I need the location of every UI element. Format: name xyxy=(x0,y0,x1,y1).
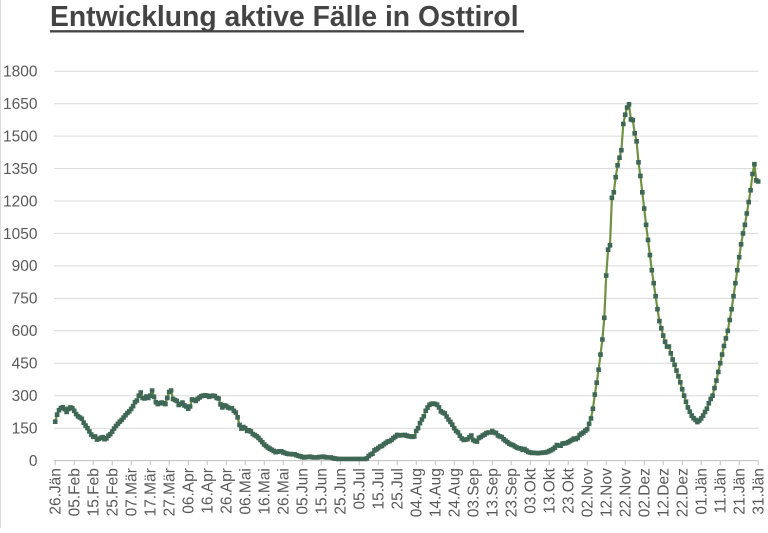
svg-text:26.Apr: 26.Apr xyxy=(218,468,235,514)
svg-text:14.Aug: 14.Aug xyxy=(428,468,445,517)
svg-text:150: 150 xyxy=(12,421,38,438)
svg-text:12.Dez: 12.Dez xyxy=(656,468,673,517)
svg-text:24.Aug: 24.Aug xyxy=(447,468,464,517)
svg-text:1050: 1050 xyxy=(3,226,38,243)
svg-text:25.Jun: 25.Jun xyxy=(333,468,350,515)
svg-text:750: 750 xyxy=(12,291,38,308)
svg-text:22.Dez: 22.Dez xyxy=(675,468,692,517)
svg-text:03.Sep: 03.Sep xyxy=(466,468,483,517)
svg-text:1650: 1650 xyxy=(3,96,38,113)
svg-text:13.Sep: 13.Sep xyxy=(485,468,502,517)
svg-text:05.Feb: 05.Feb xyxy=(66,468,83,516)
svg-text:21.Jän: 21.Jän xyxy=(732,468,749,515)
svg-text:02.Dez: 02.Dez xyxy=(637,468,654,517)
svg-text:450: 450 xyxy=(12,356,38,373)
svg-text:16.Apr: 16.Apr xyxy=(199,468,216,514)
svg-text:06.Apr: 06.Apr xyxy=(180,468,197,514)
svg-text:1350: 1350 xyxy=(3,161,38,178)
svg-text:600: 600 xyxy=(12,323,38,340)
svg-text:23.Sep: 23.Sep xyxy=(504,468,521,517)
svg-text:04.Aug: 04.Aug xyxy=(409,468,426,517)
svg-text:16.Mai: 16.Mai xyxy=(257,468,274,515)
svg-text:1200: 1200 xyxy=(3,193,38,210)
svg-text:27.Mär: 27.Mär xyxy=(161,468,178,516)
svg-text:05.Jul: 05.Jul xyxy=(352,468,369,509)
svg-text:26.Mai: 26.Mai xyxy=(276,468,293,515)
svg-text:05.Jun: 05.Jun xyxy=(295,468,312,515)
svg-text:1500: 1500 xyxy=(3,128,38,145)
svg-text:Entwicklung aktive Fälle in Os: Entwicklung aktive Fälle in Osttirol xyxy=(50,0,519,32)
svg-text:02.Nov: 02.Nov xyxy=(580,468,597,517)
svg-text:25.Feb: 25.Feb xyxy=(104,468,121,516)
svg-text:12.Nov: 12.Nov xyxy=(599,468,616,517)
svg-text:300: 300 xyxy=(12,388,38,405)
svg-text:25.Jul: 25.Jul xyxy=(390,468,407,509)
svg-text:23.Okt: 23.Okt xyxy=(561,467,578,513)
svg-text:13.Okt: 13.Okt xyxy=(542,467,559,513)
svg-text:15.Jul: 15.Jul xyxy=(371,468,388,509)
svg-text:15.Feb: 15.Feb xyxy=(85,468,102,516)
svg-text:06.Mai: 06.Mai xyxy=(237,468,254,515)
svg-text:1800: 1800 xyxy=(3,64,38,81)
svg-text:15.Jun: 15.Jun xyxy=(314,468,331,515)
svg-text:22.Nov: 22.Nov xyxy=(618,468,635,517)
svg-text:26.Jän: 26.Jän xyxy=(47,468,64,515)
svg-text:17.Mär: 17.Mär xyxy=(142,468,159,516)
svg-text:31.Jän: 31.Jän xyxy=(751,468,768,515)
svg-text:07.Mär: 07.Mär xyxy=(123,468,140,516)
svg-text:900: 900 xyxy=(12,258,38,275)
svg-text:11.Jän: 11.Jän xyxy=(713,468,730,513)
svg-text:0: 0 xyxy=(29,453,38,470)
svg-text:01.Jän: 01.Jän xyxy=(694,468,711,515)
svg-text:03.Okt: 03.Okt xyxy=(523,467,540,513)
